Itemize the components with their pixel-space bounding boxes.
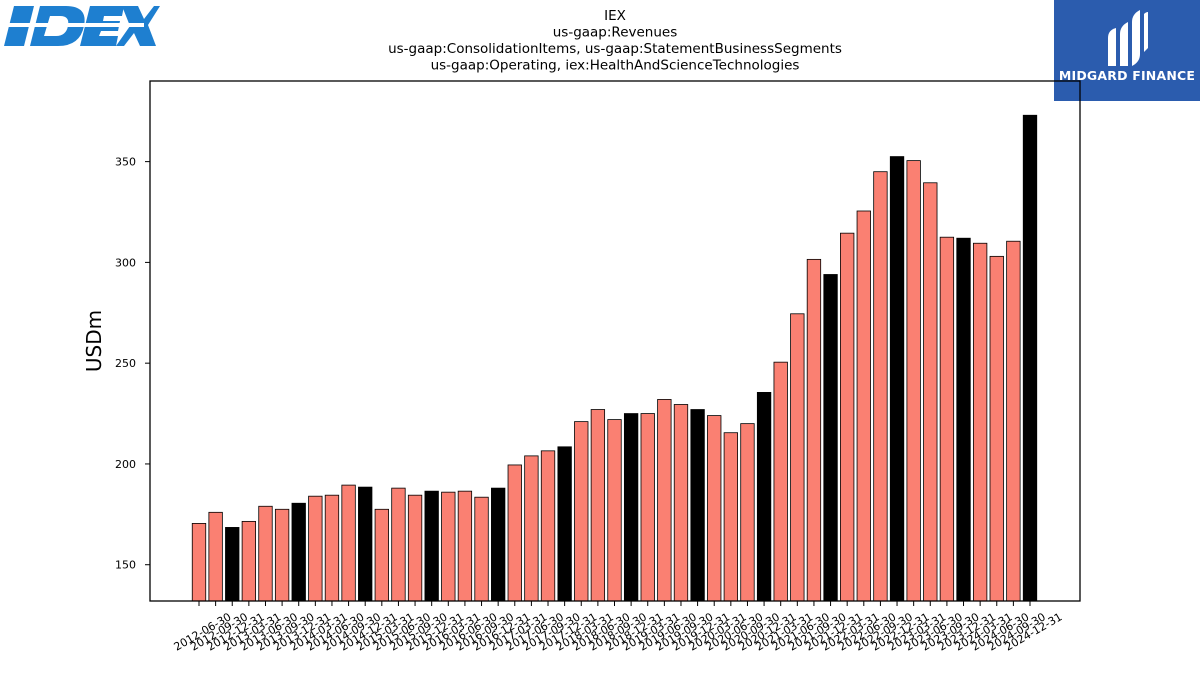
bar-2016-09-30 bbox=[474, 496, 489, 602]
plot-frame bbox=[149, 80, 1081, 602]
bar-2015-09-30 bbox=[407, 494, 423, 602]
bar-2019-03-31 bbox=[640, 413, 655, 602]
y-tick-label: 350 bbox=[115, 156, 136, 169]
bar-2016-06-30 bbox=[457, 490, 473, 602]
bar-2013-03-31 bbox=[241, 520, 257, 602]
bars-group bbox=[191, 114, 1038, 602]
y-axis-ticks: 150 200 250 300 350 bbox=[115, 156, 150, 572]
midgard-emblem-icon bbox=[1108, 10, 1148, 66]
bar-2023-09-30 bbox=[939, 236, 955, 602]
chart-title-line-3: us-gaap:ConsolidationItems, us-gaap:Stat… bbox=[388, 41, 842, 57]
bar-2020-03-31 bbox=[707, 415, 722, 602]
chart-title: IEX us-gaap:Revenues us-gaap:Consolidati… bbox=[388, 8, 842, 74]
bar-2018-03-31 bbox=[574, 421, 589, 602]
bar-2022-06-30 bbox=[856, 210, 871, 602]
bar-2013-09-30 bbox=[274, 508, 290, 602]
bar-2021-03-31 bbox=[773, 361, 788, 602]
bar-2013-12-31 bbox=[291, 502, 306, 602]
bar-2012-12-31 bbox=[225, 527, 240, 602]
bar-2023-03-31 bbox=[906, 160, 921, 602]
y-tick-label: 200 bbox=[115, 458, 136, 471]
y-tick-label: 150 bbox=[115, 559, 136, 572]
bar-2012-06-30 bbox=[191, 523, 207, 602]
bar-2021-06-30 bbox=[790, 313, 805, 602]
y-axis-label: USDm bbox=[82, 310, 106, 372]
idex-logo bbox=[4, 4, 160, 48]
bar-2021-12-31 bbox=[823, 274, 838, 602]
bar-2021-09-30 bbox=[806, 258, 822, 602]
bar-2023-12-31 bbox=[956, 237, 971, 602]
bar-2014-12-31 bbox=[358, 486, 373, 602]
bar-2014-09-30 bbox=[341, 484, 356, 602]
bar-2024-09-30 bbox=[1006, 240, 1021, 602]
midgard-finance-brand-text: MIDGARD FINANCE bbox=[1058, 68, 1196, 83]
chart-title-line-4: us-gaap:Operating, iex:HealthAndScienceT… bbox=[431, 58, 800, 74]
idex-logo-stripe bbox=[4, 23, 144, 27]
bar-2020-09-30 bbox=[740, 423, 755, 602]
bar-2020-06-30 bbox=[723, 432, 738, 602]
bar-2017-03-31 bbox=[507, 464, 522, 602]
bar-2018-12-31 bbox=[623, 413, 639, 602]
bar-2024-06-30 bbox=[989, 255, 1004, 602]
bar-2019-09-30 bbox=[673, 404, 689, 602]
bar-2013-06-30 bbox=[258, 505, 273, 602]
bar-2016-12-31 bbox=[491, 487, 506, 602]
bar-2015-03-31 bbox=[374, 508, 389, 602]
chart-title-line-2: us-gaap:Revenues bbox=[553, 25, 678, 41]
midgard-finance-logo: MIDGARD FINANCE bbox=[1054, 0, 1200, 101]
bar-2020-12-31 bbox=[756, 391, 772, 602]
bar-2015-06-30 bbox=[391, 487, 406, 602]
chart-title-line-1: IEX bbox=[604, 8, 626, 24]
y-tick-label: 250 bbox=[115, 357, 136, 370]
bar-2022-12-31 bbox=[889, 156, 905, 602]
bar-2024-12-31 bbox=[1022, 114, 1038, 602]
bar-2022-09-30 bbox=[873, 171, 888, 602]
bar-2014-03-31 bbox=[308, 495, 323, 602]
idex-logo-graphic bbox=[4, 6, 160, 46]
bar-2023-06-30 bbox=[923, 182, 938, 602]
bar-2018-09-30 bbox=[607, 419, 622, 602]
x-axis-ticks: 2012-06-302012-09-302012-12-312013-03-31… bbox=[172, 601, 1065, 654]
bar-2014-06-30 bbox=[324, 494, 340, 602]
bar-2017-09-30 bbox=[540, 450, 556, 602]
bar-2024-03-31 bbox=[972, 242, 988, 602]
bar-2017-12-31 bbox=[557, 446, 572, 602]
bar-2012-09-30 bbox=[208, 511, 223, 602]
bar-2019-12-31 bbox=[690, 409, 705, 602]
bar-2019-06-30 bbox=[657, 399, 672, 602]
bar-2017-06-30 bbox=[524, 455, 539, 602]
bar-2022-03-31 bbox=[840, 232, 855, 602]
bar-2018-06-30 bbox=[590, 409, 606, 602]
y-tick-label: 300 bbox=[115, 256, 136, 269]
bar-2016-03-31 bbox=[441, 491, 456, 602]
bar-2015-12-31 bbox=[424, 490, 439, 602]
